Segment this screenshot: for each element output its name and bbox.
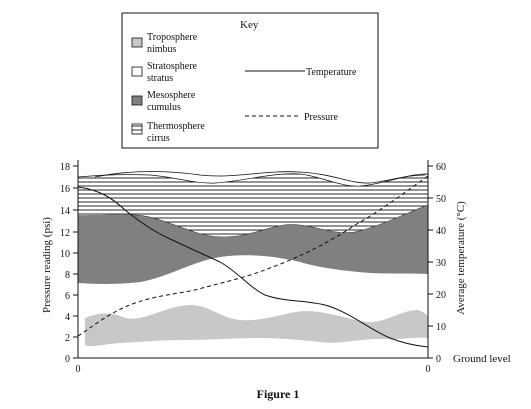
right-axis-title: Average temperature (°C) [455, 201, 467, 315]
right-tick-30: 30 [436, 258, 446, 269]
pressure-curve [77, 175, 429, 337]
left-axis-title: Pressure reading (psi) [41, 217, 53, 313]
mesosphere-band [78, 205, 428, 284]
right-tick-60: 60 [436, 162, 446, 173]
left-tick-14: 14 [60, 206, 70, 217]
key-label-stratosphere: Stratosphere [147, 61, 198, 72]
left-tick-8: 8 [65, 270, 70, 281]
ground-level-label: Ground level [453, 353, 511, 365]
key-label-temperature: Temperature [306, 67, 357, 78]
left-tick-6: 6 [65, 291, 70, 302]
right-tick-50: 50 [436, 194, 446, 205]
left-tick-16: 16 [60, 184, 70, 195]
troposphere-swatch [131, 37, 143, 48]
key-label-pressure: Pressure [304, 112, 338, 123]
key-label-nimbus: nimbus [147, 44, 177, 55]
mesosphere-swatch [131, 95, 143, 106]
key-label-troposphere: Troposphere [147, 32, 198, 43]
key-label-thermosphere: Thermosphere [147, 121, 205, 132]
right-tick-0: 0 [436, 354, 441, 365]
thermosphere-swatch [131, 123, 143, 135]
bottom-right-zero: 0 [426, 364, 431, 375]
right-axis-ticks [428, 165, 433, 359]
left-tick-4: 4 [65, 312, 70, 323]
troposphere-band [85, 305, 428, 347]
key-label-cirrus: cirrus [147, 133, 170, 144]
bottom-left-zero: 0 [76, 364, 81, 375]
key-label-stratus: stratus [147, 73, 173, 84]
stratosphere-swatch [131, 66, 143, 77]
plot-area: 0 2 4 6 8 10 12 14 16 18 0 10 20 30 40 5… [41, 160, 511, 375]
temperature-curve [77, 186, 429, 348]
key-label-mesosphere: Mesosphere [147, 90, 196, 101]
right-tick-10: 10 [436, 322, 446, 333]
left-tick-18: 18 [60, 162, 70, 173]
left-tick-10: 10 [60, 249, 70, 260]
figure-caption: Figure 1 [257, 387, 300, 401]
left-tick-2: 2 [65, 333, 70, 344]
key-label-cumulus: cumulus [147, 102, 181, 113]
left-tick-0: 0 [65, 354, 70, 365]
key-box: Key Troposphere nimbus Stratosphere stra… [121, 12, 379, 149]
left-tick-12: 12 [60, 228, 70, 239]
left-axis-ticks [73, 165, 78, 359]
cirrus-wisp-top [94, 171, 426, 184]
right-tick-20: 20 [436, 290, 446, 301]
key-title: Key [240, 19, 259, 31]
right-tick-40: 40 [436, 226, 446, 237]
